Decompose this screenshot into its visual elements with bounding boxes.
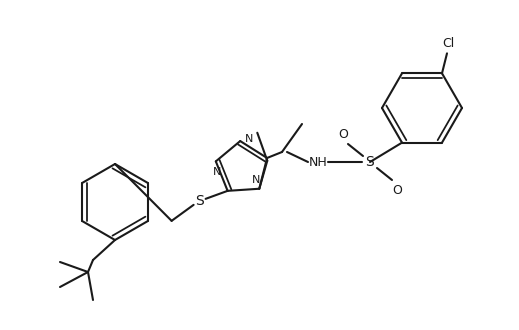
Text: NH: NH [309, 155, 327, 169]
Text: N: N [213, 167, 221, 178]
Text: N: N [245, 134, 254, 144]
Text: O: O [392, 183, 402, 196]
Text: N: N [252, 175, 261, 185]
Text: S: S [365, 155, 374, 169]
Text: S: S [195, 194, 204, 208]
Text: O: O [338, 127, 348, 141]
Text: Cl: Cl [442, 37, 454, 50]
